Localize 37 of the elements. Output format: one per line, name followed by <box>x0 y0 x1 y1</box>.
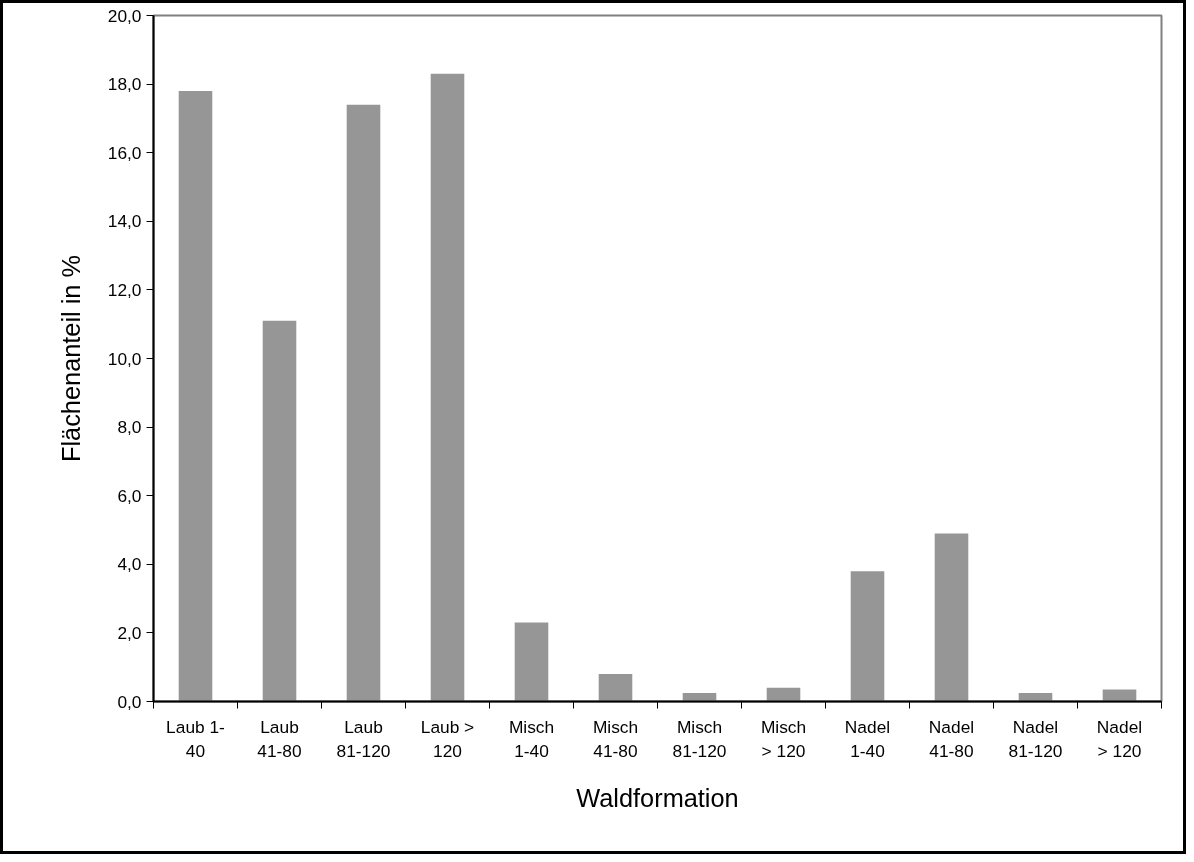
bar <box>934 533 969 702</box>
y-tick-label: 8,0 <box>117 417 142 438</box>
x-tick-label: Nadel 81-120 <box>1008 716 1063 761</box>
bar <box>430 73 465 702</box>
x-tick-label: Laub 41-80 <box>257 716 302 761</box>
x-tick-label: Misch 1-40 <box>508 716 555 761</box>
x-tick-label: Misch 41-80 <box>592 716 639 761</box>
y-tick-label: 14,0 <box>107 211 142 232</box>
y-tick-label: 18,0 <box>107 74 142 95</box>
bar <box>1102 689 1137 702</box>
bar <box>262 320 297 702</box>
x-tick-label: Laub 1- 40 <box>166 716 225 761</box>
bar <box>682 692 717 702</box>
bar <box>1018 692 1053 702</box>
bar <box>514 622 549 702</box>
y-tick-label: 6,0 <box>117 485 142 506</box>
bar <box>766 687 801 702</box>
bar <box>346 104 381 702</box>
y-tick-label: 10,0 <box>107 348 142 369</box>
bar <box>850 571 885 702</box>
y-tick-label: 0,0 <box>117 691 142 712</box>
y-tick-label: 16,0 <box>107 142 142 163</box>
bar <box>598 674 633 702</box>
x-axis-title: Waldformation <box>576 783 739 812</box>
x-tick-label: Misch 81-120 <box>672 716 727 761</box>
x-tick-label: Nadel > 120 <box>1096 716 1143 761</box>
x-tick-label: Misch > 120 <box>760 716 807 761</box>
y-tick-label: 12,0 <box>107 279 142 300</box>
x-tick-label: Laub > 120 <box>420 716 475 761</box>
x-tick-label: Nadel 1-40 <box>844 716 891 761</box>
x-tick-label: Laub 81-120 <box>336 716 391 761</box>
y-axis-title: Flächenanteil in % <box>56 255 85 462</box>
y-tick-label: 2,0 <box>117 622 142 643</box>
y-tick-label: 20,0 <box>107 5 142 26</box>
bar <box>178 90 213 702</box>
y-tick-label: 4,0 <box>117 554 142 575</box>
x-tick-label: Nadel 41-80 <box>928 716 975 761</box>
